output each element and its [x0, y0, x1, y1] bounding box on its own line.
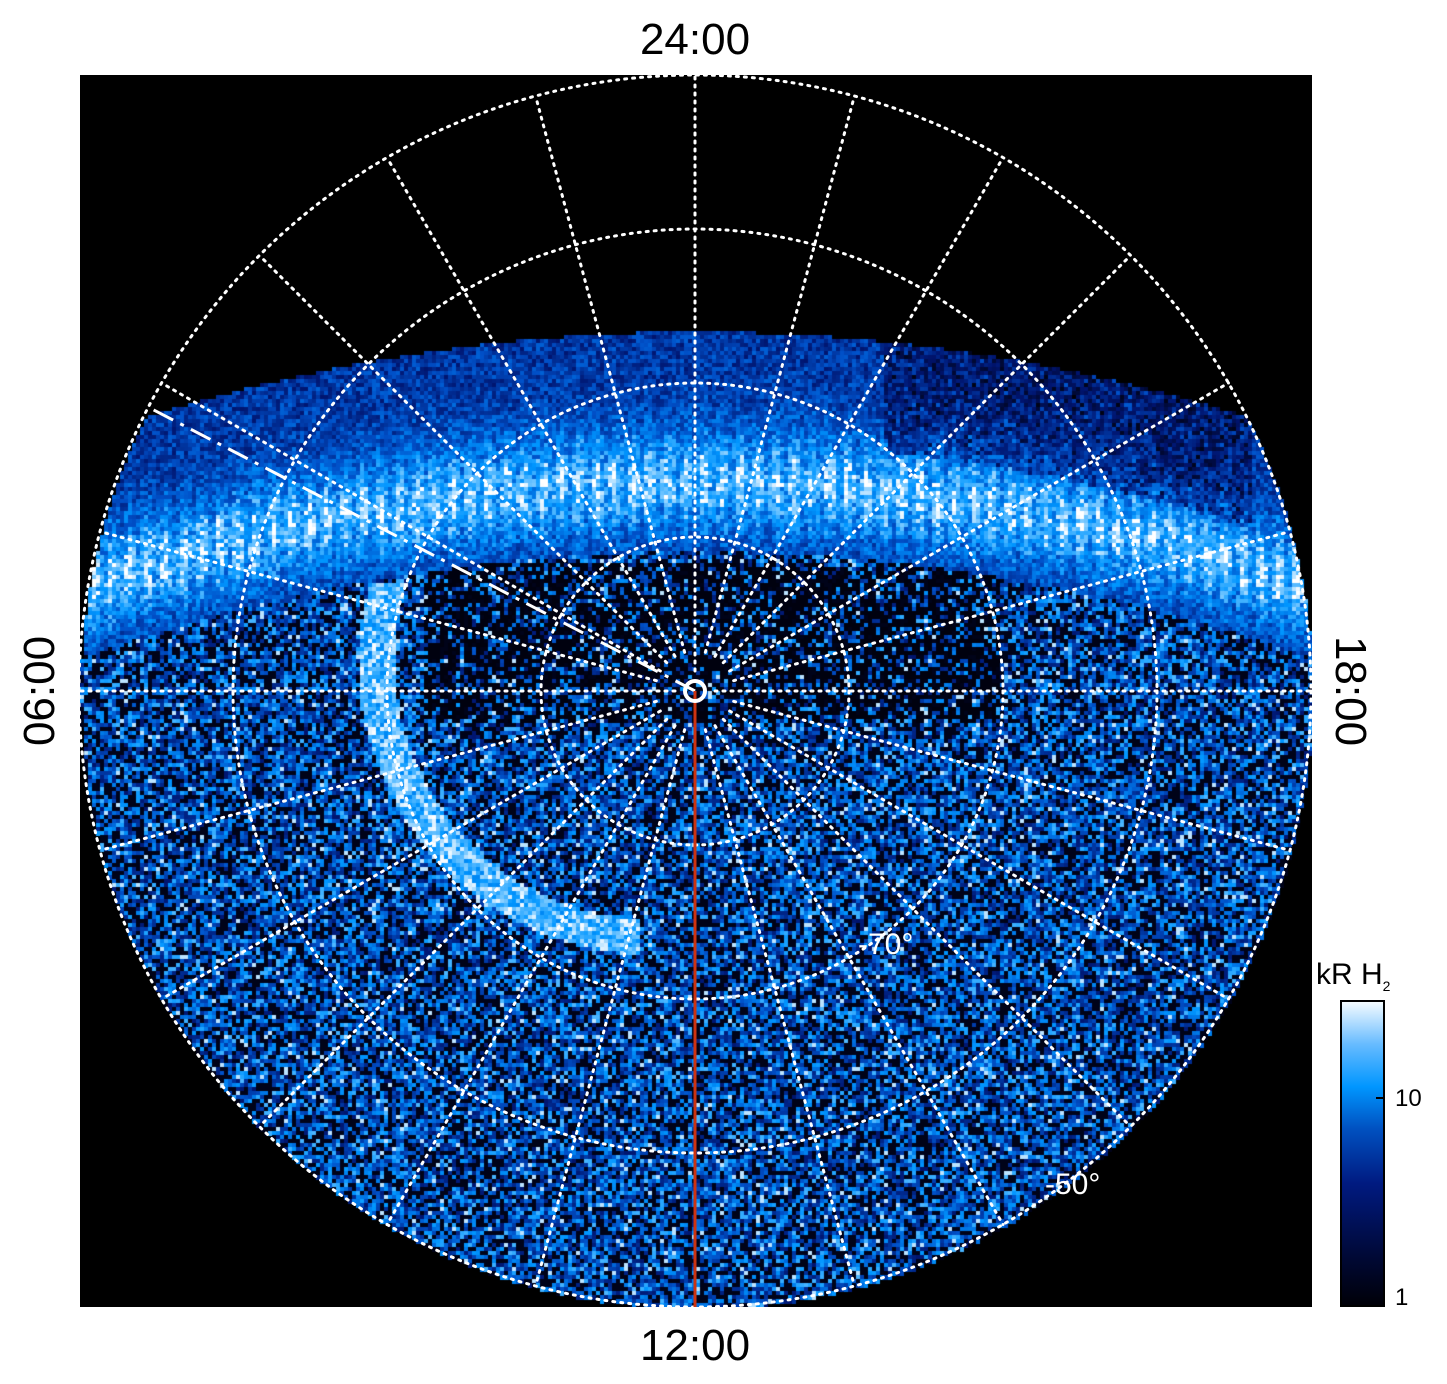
- polar-grid: [80, 75, 1312, 1307]
- local-time-label-dusk: 18:00: [1326, 635, 1375, 747]
- meridian-line: [534, 728, 687, 1288]
- meridian-line: [703, 728, 856, 1288]
- meridian-line: [703, 94, 856, 654]
- colorbar-title: kR H2: [1316, 958, 1391, 994]
- meridian-line: [98, 699, 658, 852]
- meridian-line: [257, 253, 669, 665]
- local-time-label-midnight: 24:00: [639, 15, 751, 64]
- meridian-line: [721, 253, 1133, 665]
- local-time-label-dawn: 06:00: [15, 635, 64, 747]
- latitude-label-50: -50°: [1045, 1168, 1101, 1201]
- meridian-line: [721, 717, 1133, 1129]
- local-time-label-noon: 12:00: [639, 1321, 751, 1370]
- meridian-line: [98, 530, 658, 683]
- colorbar-tick-10: 10: [1395, 1085, 1422, 1112]
- meridian-line: [160, 709, 662, 1001]
- meridian-line: [713, 156, 1005, 658]
- meridian-line: [385, 724, 677, 1226]
- latitude-label-70: -70°: [858, 928, 914, 961]
- meridian-line: [160, 381, 662, 673]
- colorbar: [1340, 1000, 1385, 1307]
- meridian-line: [534, 94, 687, 654]
- colorbar-tick-1: 1: [1395, 1284, 1409, 1311]
- meridian-line: [713, 724, 1005, 1226]
- dashed-direction-line: [147, 405, 696, 693]
- meridian-line: [728, 381, 1230, 673]
- meridian-line: [728, 709, 1230, 1001]
- polar-aurora-map: [80, 75, 1312, 1307]
- latitude-ring: [80, 75, 1312, 1307]
- meridian-line: [732, 530, 1292, 683]
- colorbar-tick-mark: [1376, 1097, 1385, 1099]
- meridian-line: [732, 699, 1292, 852]
- pole-marker: [683, 679, 707, 703]
- meridian-line: [385, 156, 677, 658]
- meridian-line: [257, 717, 669, 1129]
